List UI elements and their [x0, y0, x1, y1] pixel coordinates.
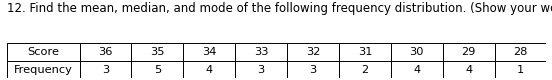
Text: 36: 36	[98, 47, 113, 57]
Bar	[443, 61, 495, 78]
Bar	[7, 61, 79, 78]
Text: Score: Score	[27, 47, 59, 57]
Text: 3: 3	[258, 65, 265, 75]
Text: 4: 4	[465, 65, 472, 75]
Bar	[443, 43, 495, 61]
Text: 34: 34	[202, 47, 216, 57]
Bar	[391, 43, 443, 61]
Text: 32: 32	[306, 47, 320, 57]
Bar	[183, 61, 235, 78]
Bar	[79, 61, 131, 78]
Bar	[79, 43, 131, 61]
Text: 2: 2	[362, 65, 369, 75]
Bar	[495, 43, 546, 61]
Bar	[287, 61, 339, 78]
Text: 3: 3	[310, 65, 317, 75]
Text: Frequency: Frequency	[14, 65, 72, 75]
Bar	[391, 61, 443, 78]
Text: 30: 30	[410, 47, 424, 57]
Bar	[287, 43, 339, 61]
Bar	[339, 43, 391, 61]
Bar	[131, 43, 183, 61]
Text: 5: 5	[154, 65, 161, 75]
Bar	[495, 61, 546, 78]
Bar	[235, 61, 287, 78]
Text: 4: 4	[206, 65, 213, 75]
Bar	[131, 61, 183, 78]
Text: 4: 4	[413, 65, 420, 75]
Text: 28: 28	[513, 47, 528, 57]
Bar	[7, 43, 79, 61]
Text: 3: 3	[102, 65, 109, 75]
Bar	[235, 43, 287, 61]
Text: 12. Find the mean, median, and mode of the following frequency distribution. (Sh: 12. Find the mean, median, and mode of t…	[7, 2, 552, 15]
Bar	[183, 43, 235, 61]
Text: 35: 35	[150, 47, 164, 57]
Text: 31: 31	[358, 47, 372, 57]
Text: 29: 29	[461, 47, 476, 57]
Text: 33: 33	[254, 47, 268, 57]
Text: 1: 1	[517, 65, 524, 75]
Bar	[339, 61, 391, 78]
